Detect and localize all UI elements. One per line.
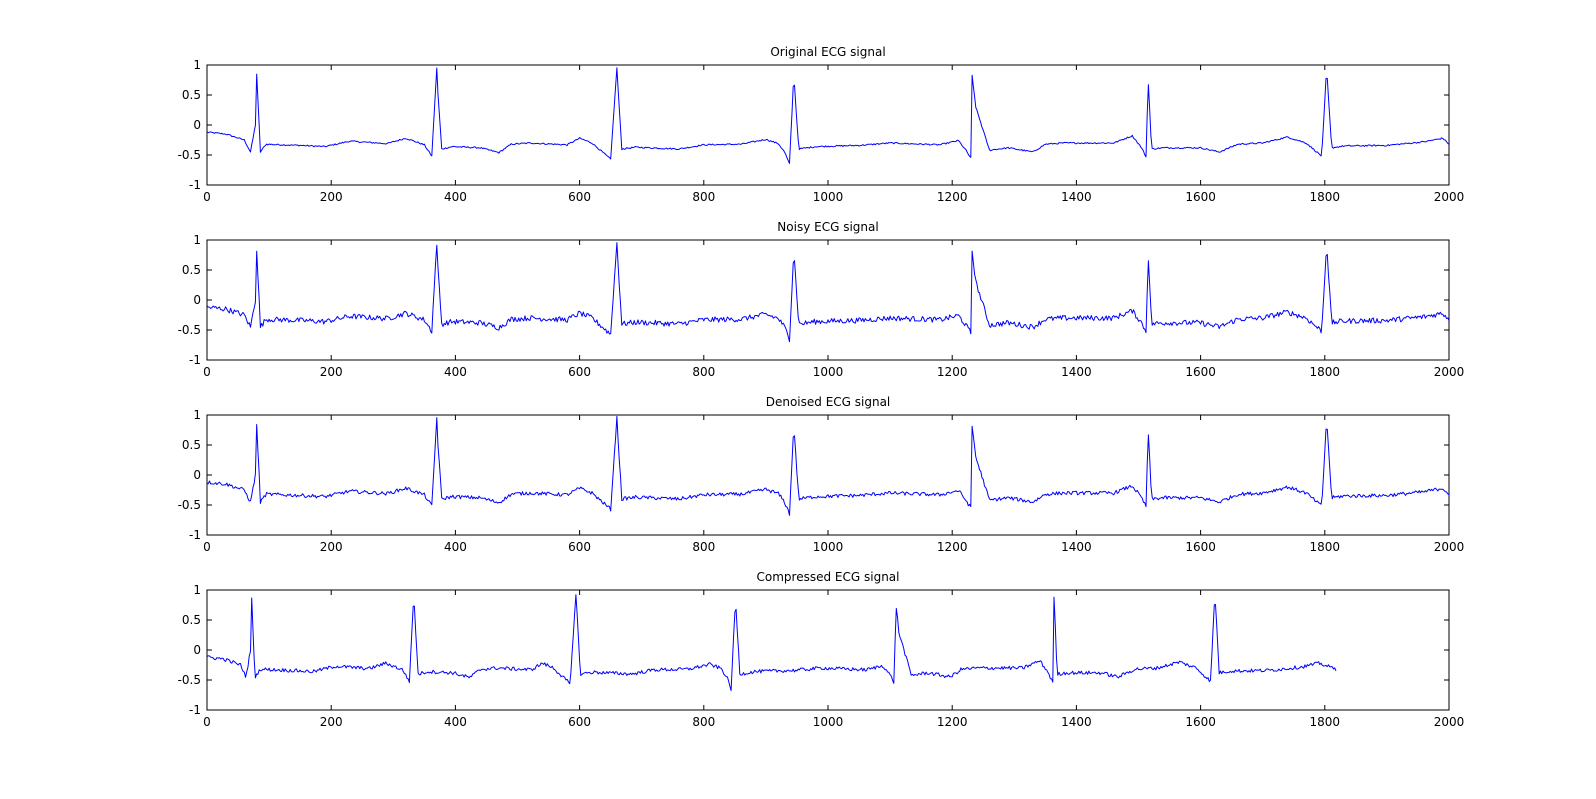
y-tick-label: -0.5 xyxy=(178,673,201,687)
subplot-title: Denoised ECG signal xyxy=(766,395,891,409)
subplot-2: Noisy ECG signal 0 200 400 600 800 1000 1200 140… xyxy=(178,220,1465,379)
x-tick-label: 1200 xyxy=(937,715,968,729)
y-tick-label: -1 xyxy=(189,353,201,367)
axes-box xyxy=(206,239,1450,361)
y-tick-label: -0.5 xyxy=(178,148,201,162)
y-tick-label: -0.5 xyxy=(178,323,201,337)
y-tick-label: 0.5 xyxy=(182,263,201,277)
x-tick-label: 2000 xyxy=(1434,190,1465,204)
x-tick-label: 2000 xyxy=(1434,715,1465,729)
subplot-title: Original ECG signal xyxy=(770,45,885,59)
subplot-title: Compressed ECG signal xyxy=(757,570,900,584)
y-tick-label: 0.5 xyxy=(182,613,201,627)
y-tick-label: 1 xyxy=(193,408,201,422)
x-tick-label: 200 xyxy=(320,365,343,379)
x-tick-label: 1800 xyxy=(1310,715,1341,729)
ecg-signal-line xyxy=(206,415,1450,516)
x-tick-label: 1400 xyxy=(1061,715,1092,729)
ecg-signal-line xyxy=(206,67,1450,164)
x-tick-label: 1600 xyxy=(1185,190,1216,204)
x-tick-label: 1000 xyxy=(813,715,844,729)
y-tick-label: 1 xyxy=(193,233,201,247)
x-tick-label: 0 xyxy=(203,715,211,729)
x-tick-label: 1600 xyxy=(1185,540,1216,554)
x-tick-label: 1400 xyxy=(1061,540,1092,554)
y-tick-label: 0.5 xyxy=(182,438,201,452)
y-tick-label: 0 xyxy=(193,118,201,132)
y-tick-label: 1 xyxy=(193,58,201,72)
x-tick-label: 200 xyxy=(320,190,343,204)
x-tick-label: 0 xyxy=(203,190,211,204)
x-tick-label: 400 xyxy=(444,190,467,204)
x-tick-label: 400 xyxy=(444,715,467,729)
y-tick-label: 0.5 xyxy=(182,88,201,102)
x-tick-label: 1000 xyxy=(813,365,844,379)
x-tick-label: 600 xyxy=(568,715,591,729)
subplot-title: Noisy ECG signal xyxy=(777,220,878,234)
x-tick-label: 1400 xyxy=(1061,190,1092,204)
y-tick-label: -1 xyxy=(189,178,201,192)
ecg-signal-line xyxy=(206,594,1337,692)
x-tick-label: 1200 xyxy=(937,540,968,554)
y-tick-label: 0 xyxy=(193,643,201,657)
x-tick-label: 2000 xyxy=(1434,365,1465,379)
x-tick-label: 800 xyxy=(692,365,715,379)
x-tick-label: 1200 xyxy=(937,365,968,379)
x-tick-label: 400 xyxy=(444,365,467,379)
x-tick-label: 800 xyxy=(692,540,715,554)
x-tick-label: 1600 xyxy=(1185,715,1216,729)
x-tick-label: 600 xyxy=(568,190,591,204)
x-tick-label: 0 xyxy=(203,365,211,379)
x-tick-label: 1800 xyxy=(1310,190,1341,204)
x-tick-label: 0 xyxy=(203,540,211,554)
x-tick-label: 1000 xyxy=(813,540,844,554)
x-tick-label: 400 xyxy=(444,540,467,554)
x-tick-label: 1600 xyxy=(1185,365,1216,379)
y-tick-label: 0 xyxy=(193,468,201,482)
y-tick-label: 1 xyxy=(193,583,201,597)
x-tick-label: 800 xyxy=(692,715,715,729)
x-tick-label: 2000 xyxy=(1434,540,1465,554)
x-tick-label: 200 xyxy=(320,715,343,729)
x-tick-label: 1400 xyxy=(1061,365,1092,379)
x-tick-label: 200 xyxy=(320,540,343,554)
x-tick-label: 1200 xyxy=(937,190,968,204)
y-tick-label: -1 xyxy=(189,703,201,717)
x-tick-label: 800 xyxy=(692,190,715,204)
axes-box xyxy=(206,64,1450,186)
axes-box xyxy=(206,589,1450,711)
x-tick-label: 1000 xyxy=(813,190,844,204)
x-tick-label: 600 xyxy=(568,365,591,379)
x-tick-label: 1800 xyxy=(1310,540,1341,554)
y-tick-label: -0.5 xyxy=(178,498,201,512)
x-tick-label: 600 xyxy=(568,540,591,554)
x-tick-label: 1800 xyxy=(1310,365,1341,379)
ecg-signal-line xyxy=(206,242,1450,343)
y-tick-label: 0 xyxy=(193,293,201,307)
axes-box xyxy=(206,414,1450,536)
y-tick-label: -1 xyxy=(189,528,201,542)
